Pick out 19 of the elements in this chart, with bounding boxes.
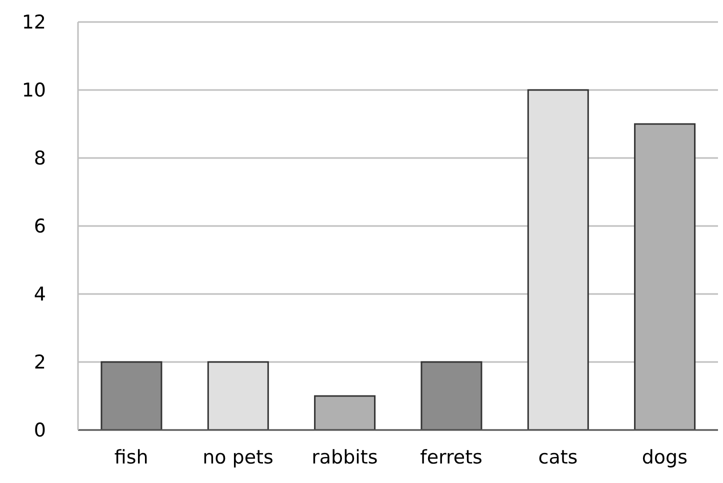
x-tick-label: dogs [642,446,688,468]
y-tick-label: 10 [22,80,46,102]
x-tick-label: ferrets [420,446,482,468]
y-tick-label: 8 [34,148,46,170]
y-tick-label: 6 [34,216,46,238]
bar [634,123,696,430]
y-tick-label: 0 [34,420,46,442]
bar [527,89,589,430]
bar [314,395,376,430]
bar [420,361,482,430]
x-tick-label: no pets [202,446,274,468]
y-tick-label: 2 [34,352,46,374]
y-tick-label: 12 [22,12,46,34]
x-tick-label: fish [114,446,148,468]
bar [207,361,269,430]
x-tick-label: rabbits [312,446,378,468]
y-tick-label: 4 [34,284,46,306]
bar [100,361,162,430]
x-tick-label: cats [538,446,578,468]
